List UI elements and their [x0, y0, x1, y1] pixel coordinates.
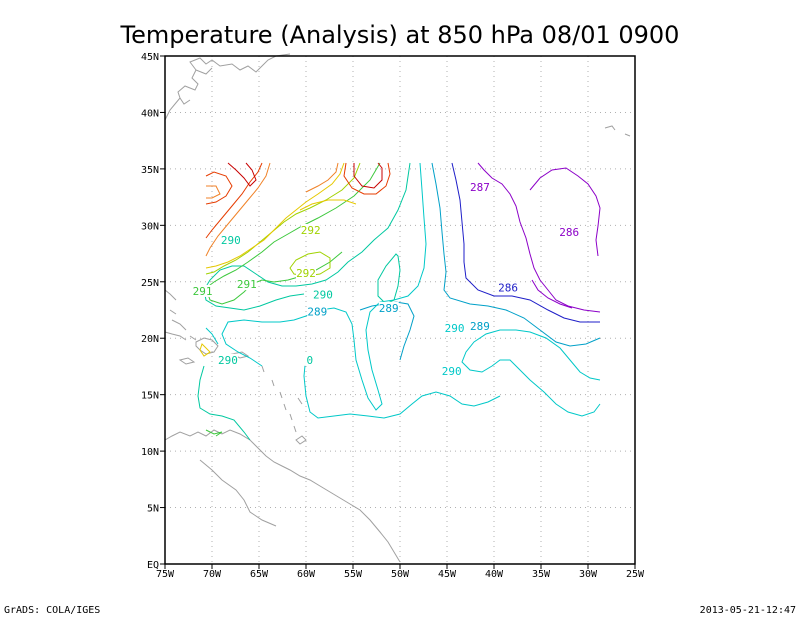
contour-289: [221, 162, 427, 411]
axis-ticks: 75W 70W 65W 60W 55W 50W 45W 40W 35W 30W 25W EQ 5N 10N…: [141, 52, 645, 580]
contour-290-c: [377, 253, 401, 305]
contour-label-bg: [441, 365, 462, 378]
contour-291-b: [205, 429, 223, 437]
contour-label-bg: [559, 226, 580, 239]
contour-295-b: [205, 171, 233, 205]
lon-tick-label: 65W: [250, 569, 269, 580]
lat-tick-label: 15N: [141, 391, 159, 402]
contour-label: 290: [218, 354, 238, 367]
contour-label: 289: [307, 305, 327, 318]
lon-tick-label: 45W: [438, 569, 457, 580]
lat-tick-label: 45N: [141, 52, 159, 63]
contour-293-b: [299, 199, 357, 211]
contour-label-bg: [299, 353, 320, 366]
lon-tick-label: 75W: [156, 569, 175, 580]
contour-296: [227, 162, 383, 189]
contour-294: [205, 162, 339, 257]
contour-289-d: [303, 354, 501, 419]
contour-label-bg: [236, 278, 257, 291]
contour-label: 290: [221, 234, 241, 247]
footer-timestamp: 2013-05-21-12:47: [700, 605, 796, 616]
contour-295: [205, 162, 391, 239]
contour-290-b: [197, 365, 251, 441]
coast-bahamas: [164, 289, 197, 341]
lon-tick-label: 35W: [532, 569, 551, 580]
lat-tick-label: 40N: [141, 108, 159, 119]
contour-289-west: [205, 327, 219, 345]
contour-label: 290: [445, 322, 465, 335]
lat-tick-label: 10N: [141, 447, 159, 458]
contour-hispaniola-warm: [199, 343, 211, 357]
contour-labels: 287 286 286 290 292 292 291 291 290 289 289 290 289 2…: [192, 181, 580, 378]
contour-label: 289: [470, 320, 490, 333]
contour-label: 289: [379, 302, 399, 315]
lat-lon-grid: [165, 56, 635, 564]
map-frame: [164, 55, 636, 565]
contour-289-c: [461, 329, 601, 417]
contour-label: 291: [193, 285, 213, 298]
contour-label-bg: [192, 284, 213, 297]
coast-south-america: [164, 429, 401, 563]
coast-lesser-antilles: [261, 365, 303, 433]
contour-287: [451, 162, 600, 323]
contour-label: 0: [306, 354, 313, 367]
contour-label: 292: [301, 224, 321, 237]
coast-canada-east: [604, 125, 631, 137]
contour-label-bg: [469, 181, 490, 194]
contour-label-bg: [444, 322, 465, 335]
contour-label-bg: [307, 305, 328, 318]
lon-tick-label: 40W: [485, 569, 504, 580]
contour-293: [205, 162, 345, 269]
coast-venezuela-inland: [199, 459, 277, 527]
contour-label-bg: [498, 281, 519, 294]
contour-292: [205, 162, 361, 275]
coast-trinidad: [295, 435, 307, 445]
contour-294-b: [206, 185, 221, 199]
contour-label: 286: [498, 282, 518, 295]
coast-hispaniola: [195, 337, 219, 355]
contour-286-b: [531, 279, 573, 309]
coast-jamaica: [178, 357, 196, 365]
contour-label-bg: [300, 223, 321, 236]
lon-tick-label: 50W: [391, 569, 410, 580]
contour-286: [477, 162, 601, 313]
contour-286-ring: [529, 167, 601, 257]
lon-tick-label: 55W: [344, 569, 363, 580]
map-title: Temperature (Analysis) at 850 hPa 08/01 …: [120, 21, 680, 49]
lon-tick-label: 60W: [297, 569, 316, 580]
lon-tick-label: 30W: [579, 569, 598, 580]
lat-tick-label: 35N: [141, 165, 159, 176]
contour-label-bg: [378, 301, 399, 314]
contour-label-bg: [296, 266, 316, 279]
lon-tick-label: 25W: [626, 569, 645, 580]
lat-tick-label: 30N: [141, 221, 159, 232]
lon-tick-label: 70W: [203, 569, 222, 580]
contour-label-bg: [217, 353, 238, 366]
contour-label: 286: [559, 226, 579, 239]
contour-label-bg: [469, 319, 490, 332]
footer-credit: GrADS: COLA/IGES: [4, 605, 100, 616]
lat-tick-label: 5N: [147, 504, 159, 515]
contour-label-bg: [312, 288, 333, 301]
coast-cuba: [164, 331, 187, 341]
temperature-contours: [197, 162, 601, 441]
contour-label: 290: [313, 288, 333, 301]
contour-label: 290: [442, 365, 462, 378]
lat-tick-label: 25N: [141, 278, 159, 289]
lat-tick-label: EQ: [147, 560, 159, 571]
lat-tick-label: 20N: [141, 334, 159, 345]
contour-label: 292: [296, 267, 316, 280]
contour-label-bg: [220, 234, 241, 247]
contour-label: 291: [237, 278, 257, 291]
coast-north-america: [164, 53, 291, 121]
contour-288: [431, 162, 601, 347]
contour-label: 287: [470, 181, 490, 194]
contour-290: [203, 162, 411, 311]
